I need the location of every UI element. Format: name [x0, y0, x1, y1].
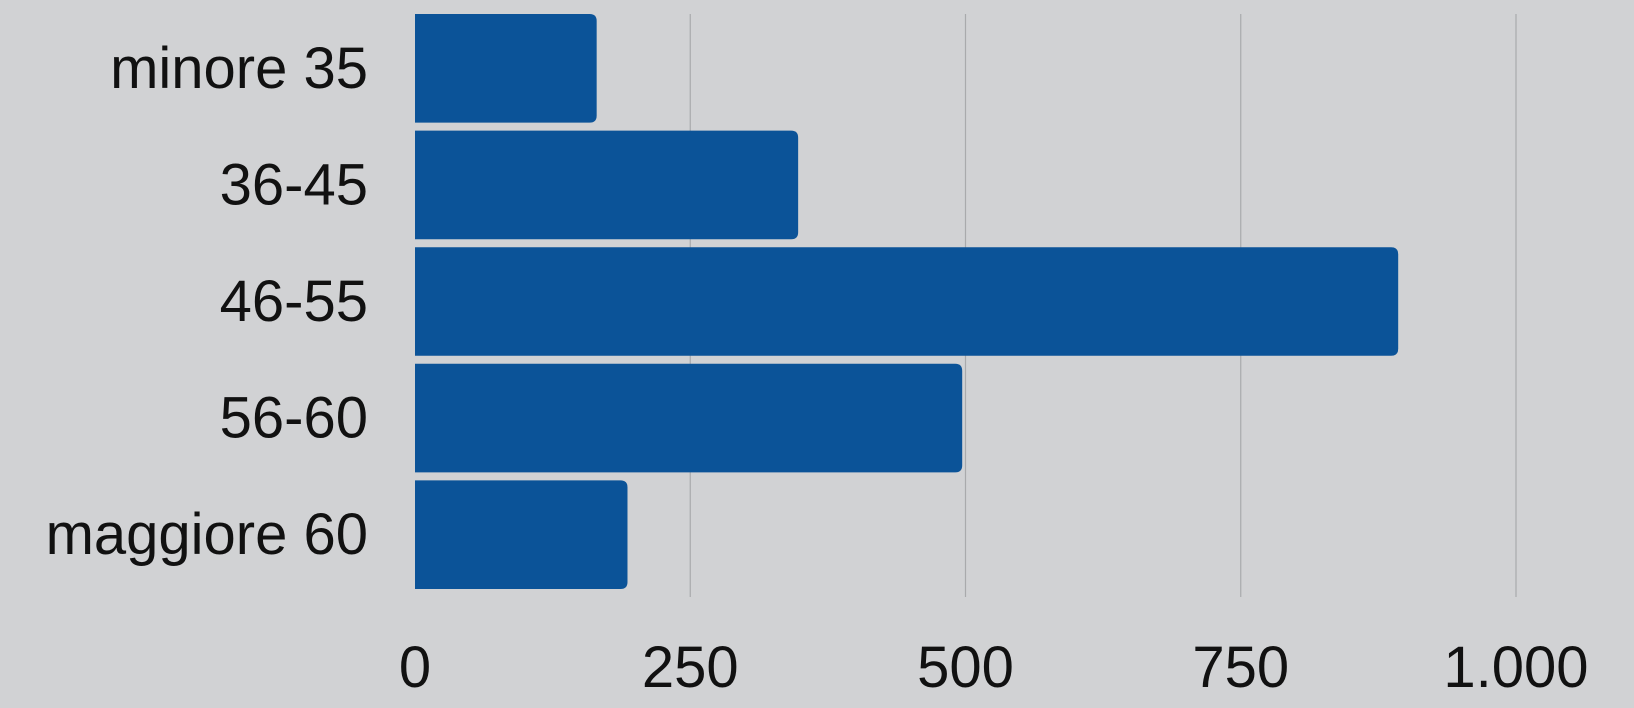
category-label-2: 46-55 — [220, 269, 368, 334]
bar-2 — [415, 247, 1399, 356]
x-tick-label-0: 0 — [399, 635, 431, 700]
bar-0 — [415, 14, 597, 123]
bar-1 — [415, 130, 799, 240]
category-label-1: 36-45 — [220, 152, 368, 217]
category-label-0: minore 35 — [110, 36, 368, 101]
category-label-4: maggiore 60 — [46, 502, 368, 567]
x-tick-label-1: 250 — [642, 635, 739, 700]
category-labels: minore 35 36-45 46-55 56-60 maggiore 60 — [46, 36, 368, 567]
bar-4 — [415, 480, 628, 589]
x-tick-label-2: 500 — [917, 635, 1014, 700]
category-label-3: 56-60 — [220, 386, 368, 451]
bars — [415, 14, 1399, 589]
x-tick-labels: 0 250 500 750 1.000 — [399, 635, 1589, 700]
x-tick-label-3: 750 — [1192, 635, 1289, 700]
x-tick-label-4: 1.000 — [1443, 635, 1588, 700]
bar-3 — [415, 363, 963, 473]
